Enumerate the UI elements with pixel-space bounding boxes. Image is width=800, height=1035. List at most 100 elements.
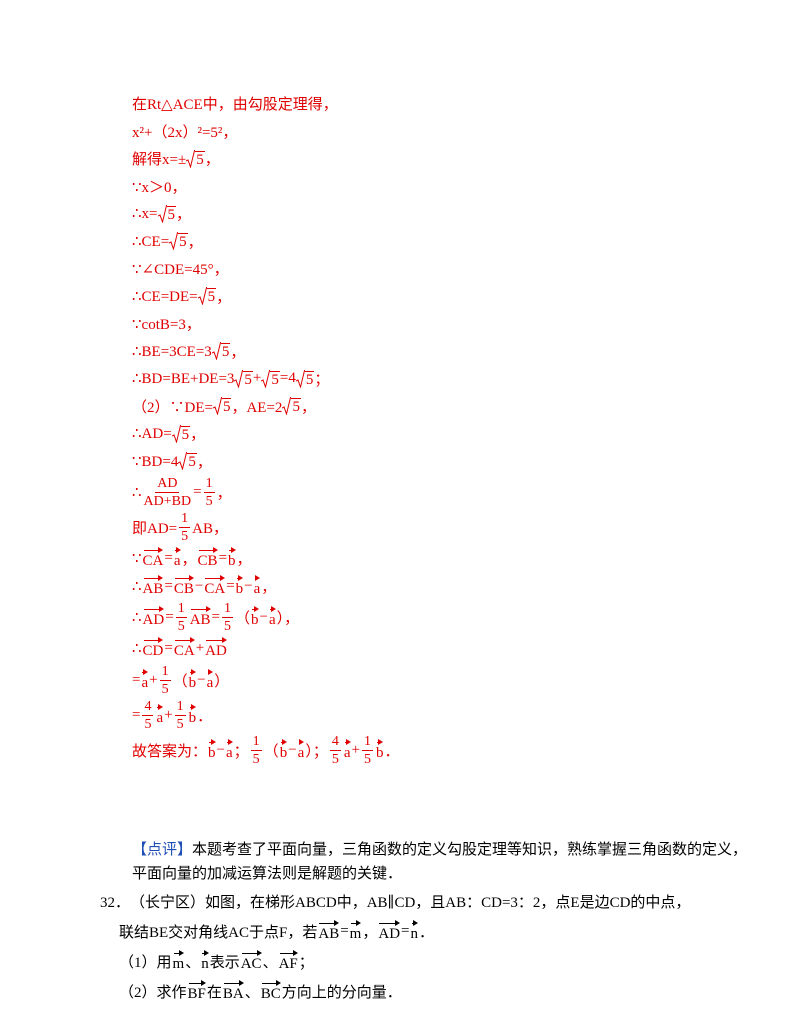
solution-line: ∴CE= 5， — [132, 228, 400, 256]
text: 、 — [185, 954, 201, 971]
fraction: AD AD+BD — [144, 475, 192, 510]
vector: m — [350, 919, 361, 943]
radicand: 5 — [304, 370, 315, 388]
solution-line: ∵cotB=3， — [132, 310, 400, 338]
text: = — [226, 577, 235, 594]
text: 、 — [262, 954, 278, 971]
text: ， — [176, 207, 192, 224]
text: 在 — [206, 984, 222, 1001]
sqrt: 5 — [234, 369, 253, 388]
text: = — [218, 550, 228, 567]
denominator: 5 — [177, 619, 185, 634]
comment-line: 【点评】 本题考查了平面向量，三角函数的定义勾股定理等知识，熟练掌握三角函数的定义… — [132, 836, 747, 860]
text: = — [401, 922, 410, 939]
text: ； — [233, 743, 249, 760]
radicand: 5 — [178, 233, 188, 251]
text: ， — [190, 427, 206, 444]
text: ， — [230, 344, 246, 361]
text: ∴CE= — [132, 233, 170, 250]
text: + — [351, 741, 360, 758]
comment-line: 平面向量的加减运算法则是解题的关键． — [132, 860, 692, 884]
solution-line: 故答案为： b − a； 1 5 （b − a）； 4 5 a +1 5 b ． — [132, 733, 400, 768]
denominator: 5 — [252, 751, 260, 767]
text: ∴ — [132, 610, 142, 626]
vector: BF — [188, 979, 207, 1003]
sqrt: 5 — [295, 369, 315, 388]
text: = — [164, 577, 173, 594]
text: ； — [298, 954, 314, 971]
solution-line: = a +1 5 （b − a） — [132, 663, 400, 698]
vector: a — [344, 738, 351, 762]
text: （2）求作 — [119, 984, 187, 1001]
sqrt: 5 — [261, 369, 280, 388]
radical-sign — [186, 149, 196, 168]
vector: AD — [205, 637, 227, 660]
radicand: 5 — [243, 370, 253, 388]
denominator: 5 — [176, 716, 184, 732]
solution-line: ∴x= 5， — [132, 200, 400, 228]
text: ∴CE=DE= — [132, 288, 198, 305]
vector: a — [269, 606, 276, 629]
text: 方向上的分向量． — [281, 984, 402, 1001]
vector: CB — [198, 547, 218, 570]
sqrt: 5 — [171, 424, 191, 443]
text: ， — [216, 289, 232, 306]
text: ． — [197, 708, 213, 725]
solution-line: ∴ AD AD+BD = 1 5， — [132, 475, 400, 510]
solution-line: ∴ AB = CB − CA = b − a， — [132, 573, 400, 601]
numerator: 1 — [179, 511, 191, 528]
vector: AB — [190, 606, 211, 629]
text: 在Rt△ACE中，由勾股定理得， — [132, 97, 338, 114]
text: ， — [216, 486, 232, 502]
text: ． — [419, 924, 435, 941]
solution: 在Rt△ACE中，由勾股定理得， x²+（2x）²=5²， 解得x=± 5， ∵x＞0，… — [132, 90, 400, 768]
radical-sign — [295, 369, 305, 388]
radical-sign — [212, 397, 222, 416]
problem-line: （2）求作 BF 在 BA、 BC 方向上的分向量． — [100, 976, 690, 1006]
text: = — [132, 671, 141, 688]
text: ∵∠CDE=45°， — [132, 262, 229, 279]
text: = — [340, 922, 349, 939]
solution-line: ∴BE=3CE=3 5， — [132, 338, 400, 366]
radicand: 5 — [221, 398, 232, 416]
text: ，AE=2 — [231, 399, 283, 416]
text: 解得x=± — [132, 152, 187, 169]
text: ， — [236, 552, 252, 569]
sqrt: 5 — [282, 397, 301, 416]
text: （2）∵DE= — [132, 399, 213, 416]
numerator: 1 — [361, 733, 373, 751]
solution-line: ∵∠CDE=45°， — [132, 255, 400, 283]
solution-line: ∴AD= 5， — [132, 420, 400, 448]
vector: a — [298, 738, 304, 762]
radical-sign — [234, 369, 244, 388]
text: + — [195, 640, 205, 657]
solution-line: ∵BD=4 5， — [132, 448, 400, 476]
text: ）， — [276, 611, 300, 627]
denominator: 5 — [224, 619, 231, 634]
denominator: 5 — [181, 529, 189, 544]
text: ∵ — [132, 551, 142, 568]
solution-line: ∴BD=BE+DE=3 5 +5 =4 5； — [132, 365, 400, 393]
radicand: 5 — [220, 343, 231, 361]
radical-sign — [197, 287, 207, 306]
radicand: 5 — [166, 205, 177, 223]
text: =4 — [279, 370, 296, 387]
sqrt: 5 — [211, 342, 231, 361]
text: ∵cotB=3， — [132, 317, 201, 334]
text: = — [193, 484, 202, 500]
sqrt: 5 — [186, 149, 205, 168]
vector: b — [376, 738, 383, 762]
vector: n — [411, 919, 418, 943]
text: − — [259, 609, 268, 625]
sqrt: 5 — [212, 397, 232, 416]
text: ． — [384, 743, 400, 760]
text: ∴ — [132, 578, 142, 595]
denominator: 5 — [161, 681, 169, 697]
text: + — [164, 706, 173, 723]
text: = — [165, 609, 174, 625]
numerator: 1 — [250, 733, 262, 751]
solution-line: ∴ AD = 1 5 AB = 1 5 （b − a）， — [132, 600, 400, 635]
text: ， — [196, 454, 212, 471]
